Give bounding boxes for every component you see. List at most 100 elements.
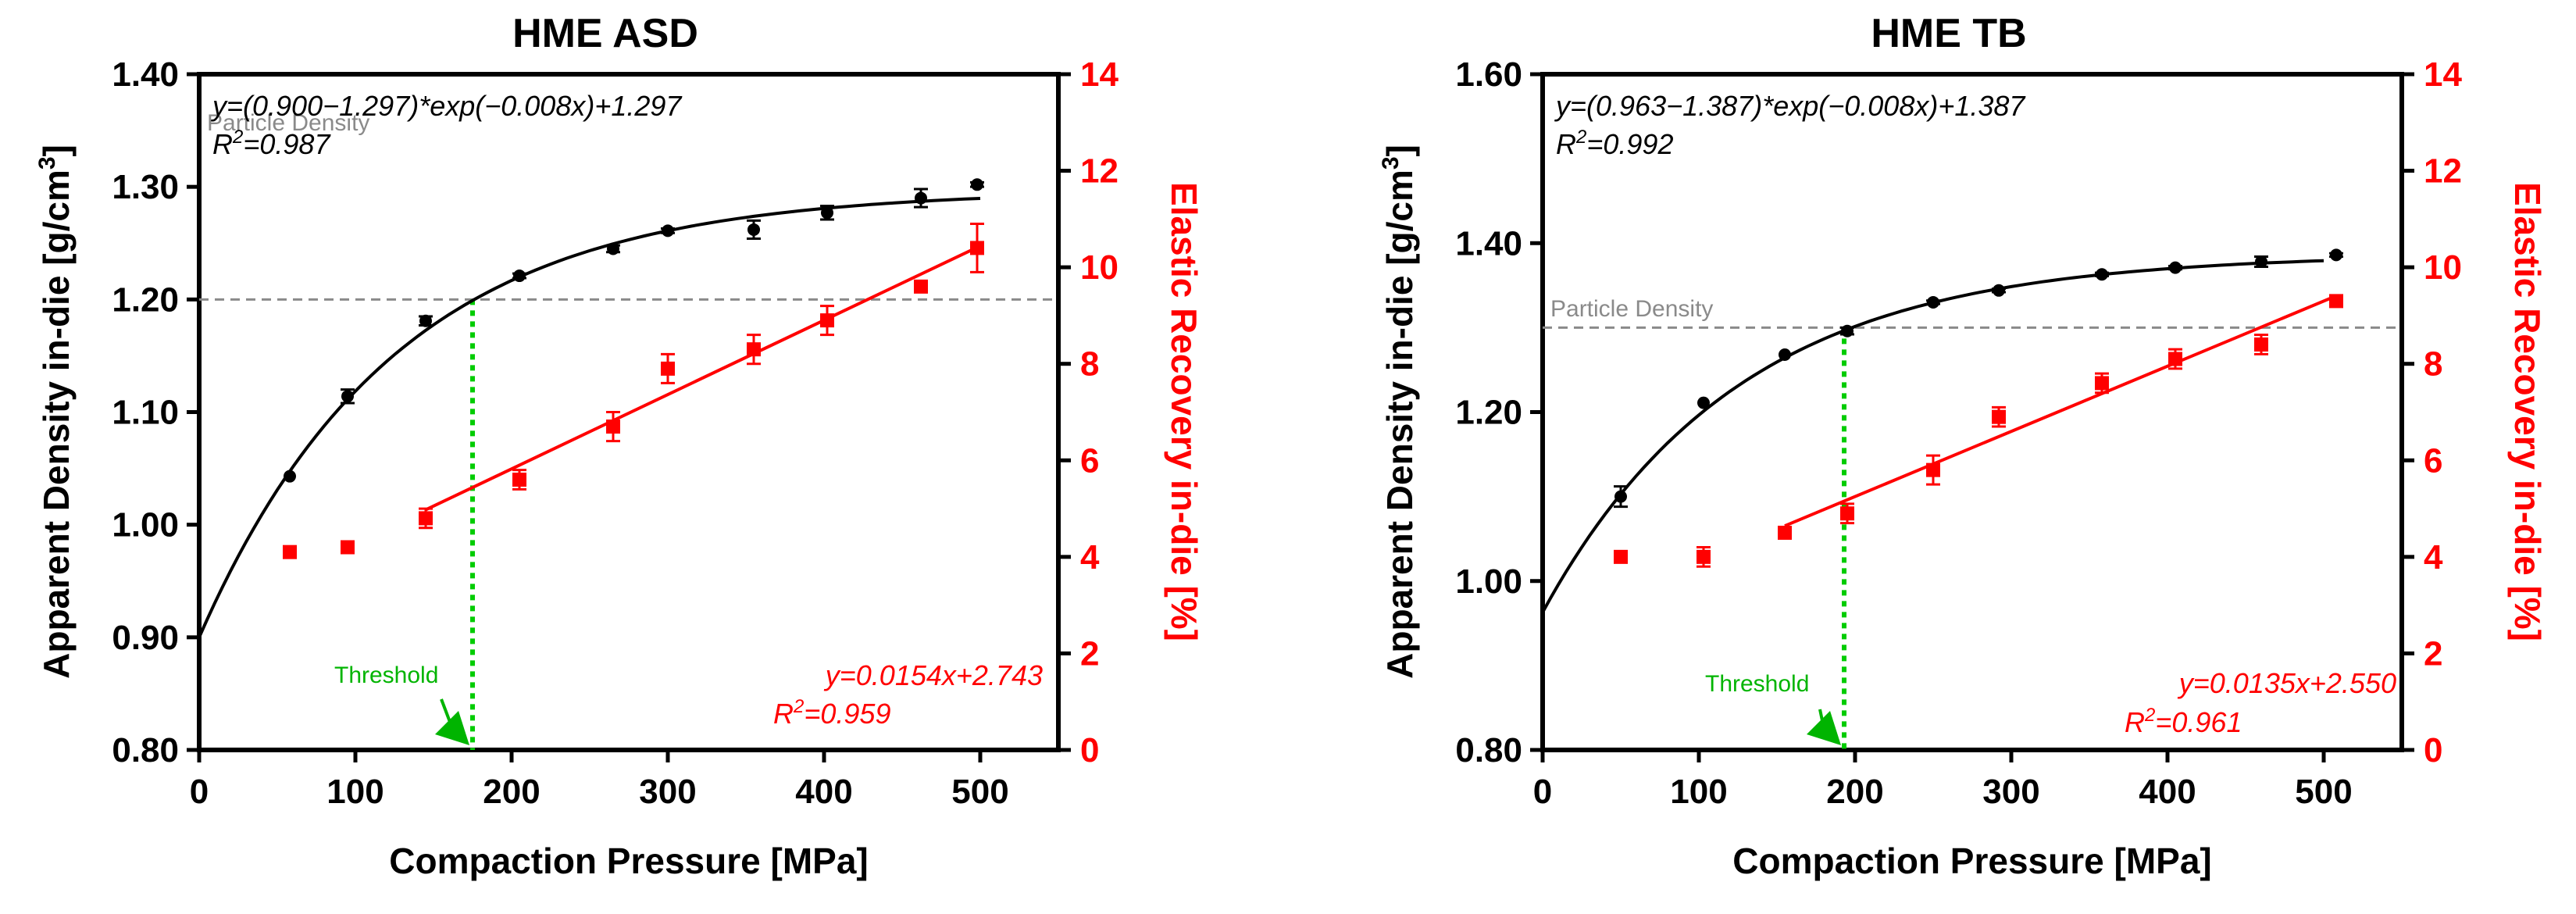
data-layer bbox=[1541, 248, 2343, 613]
x-tick-label: 0 bbox=[1533, 773, 1552, 811]
y-tick-label: 1.20 bbox=[112, 280, 179, 319]
density-fit-equation: y=(0.900−1.297)*exp(−0.008x)+1.297 bbox=[210, 90, 683, 122]
x-tick-label: 200 bbox=[1826, 773, 1883, 811]
y-axis-label-end: ] bbox=[1379, 145, 1420, 156]
recovery-point bbox=[820, 313, 834, 328]
x-tick-label: 300 bbox=[639, 773, 696, 811]
chart-title: HME TB bbox=[1871, 11, 2026, 56]
y-tick-label: 1.40 bbox=[112, 55, 179, 94]
threshold-arrow-head bbox=[1807, 711, 1841, 745]
recovery-r2-value: =0.959 bbox=[804, 698, 890, 730]
y-tick-label: 1.30 bbox=[112, 168, 179, 206]
x-tick-label: 500 bbox=[2295, 773, 2352, 811]
density-point bbox=[1841, 324, 1854, 337]
recovery-point bbox=[341, 540, 355, 555]
recovery-point bbox=[283, 544, 297, 559]
x-tick-label: 100 bbox=[1670, 773, 1727, 811]
y-axis-ticks: 0.80 0.90 1.00 1.10 1.20 1.30 1.40 bbox=[112, 55, 199, 769]
recovery-point bbox=[2095, 376, 2109, 391]
plot-frame bbox=[1540, 72, 2404, 752]
reference-layer: Particle Density Threshold bbox=[199, 110, 1058, 750]
y-tick-label: 1.60 bbox=[1455, 55, 1522, 94]
recovery-point bbox=[661, 361, 675, 376]
recovery-r2-sup: 2 bbox=[793, 696, 804, 717]
y-tick-label: 0.80 bbox=[1455, 731, 1522, 769]
density-r2-value: =0.987 bbox=[243, 128, 331, 160]
y2-axis-label: Elastic Recovery in-die [%] bbox=[2507, 182, 2548, 641]
recovery-r2-symbol: R bbox=[773, 698, 794, 730]
recovery-fit-line bbox=[1784, 294, 2337, 528]
threshold-arrow-head bbox=[435, 711, 469, 745]
y-axis-label-sup: 3 bbox=[34, 156, 60, 170]
recovery-point bbox=[512, 473, 526, 487]
y2-tick-label: 6 bbox=[2424, 441, 2442, 480]
y-axis-label-end: ] bbox=[36, 145, 77, 156]
y2-tick-label: 4 bbox=[1080, 538, 1100, 577]
density-point bbox=[1779, 348, 1791, 361]
density-point bbox=[513, 270, 526, 283]
recovery-r2-symbol: R bbox=[2125, 706, 2145, 738]
x-tick-label: 300 bbox=[1982, 773, 2039, 811]
x-axis-ticks: 0 100 200 300 400 500 bbox=[1533, 750, 2353, 811]
y2-tick-label: 14 bbox=[1080, 55, 1119, 94]
density-point bbox=[915, 191, 927, 205]
recovery-fit-r2: R2=0.959 bbox=[773, 696, 890, 730]
y2-axis-ticks: 0 2 4 6 8 10 12 14 bbox=[2402, 55, 2462, 769]
y2-tick-label: 14 bbox=[2424, 55, 2462, 94]
y2-tick-label: 10 bbox=[2424, 248, 2462, 287]
density-r2-sup: 2 bbox=[1575, 127, 1586, 148]
y-axis-label: Apparent Density in-die [g/cm3] bbox=[1378, 145, 1420, 679]
recovery-point bbox=[606, 420, 620, 434]
recovery-point bbox=[1992, 409, 2006, 424]
recovery-point bbox=[1778, 525, 1792, 540]
recovery-point bbox=[419, 511, 433, 526]
particle-density-label: Particle Density bbox=[207, 110, 369, 136]
y-axis-label-text: Apparent Density in-die [g/cm bbox=[36, 170, 77, 679]
density-fit-r2: R2=0.992 bbox=[1556, 127, 1673, 160]
density-point bbox=[419, 314, 432, 327]
y2-tick-label: 10 bbox=[1080, 248, 1119, 287]
y2-tick-label: 4 bbox=[2424, 538, 2443, 577]
recovery-r2-value: =0.961 bbox=[2155, 706, 2242, 738]
reference-layer: Particle Density Threshold bbox=[1543, 296, 2402, 750]
y-tick-label: 0.90 bbox=[112, 619, 179, 657]
density-point bbox=[1614, 490, 1627, 503]
density-point bbox=[2096, 268, 2108, 281]
y-axis-label-text: Apparent Density in-die [g/cm bbox=[1379, 170, 1420, 679]
recovery-point bbox=[747, 342, 761, 357]
x-axis-label: Compaction Pressure [MPa] bbox=[1732, 841, 2211, 881]
y2-tick-label: 12 bbox=[2424, 152, 2462, 191]
density-point bbox=[2255, 255, 2267, 269]
density-point bbox=[1927, 295, 1939, 309]
particle-density-label: Particle Density bbox=[1550, 296, 1713, 322]
y-tick-label: 1.10 bbox=[112, 394, 179, 432]
y2-tick-label: 8 bbox=[2424, 345, 2442, 384]
recovery-point bbox=[970, 241, 984, 255]
y-tick-label: 1.20 bbox=[1455, 394, 1522, 432]
density-fit-curve bbox=[198, 197, 981, 638]
y-tick-label: 0.80 bbox=[112, 731, 179, 769]
chart-title: HME ASD bbox=[512, 11, 698, 56]
density-point bbox=[971, 178, 983, 191]
x-tick-label: 100 bbox=[326, 773, 384, 811]
recovery-fit-r2: R2=0.961 bbox=[2125, 705, 2242, 738]
y-tick-label: 1.00 bbox=[112, 506, 179, 544]
density-point bbox=[821, 206, 833, 220]
density-point bbox=[2169, 261, 2182, 274]
y2-axis-label: Elastic Recovery in-die [%] bbox=[1164, 182, 1204, 641]
y2-tick-label: 6 bbox=[1080, 441, 1099, 480]
density-point bbox=[2330, 248, 2342, 262]
density-point bbox=[607, 242, 619, 255]
y-tick-label: 1.00 bbox=[1455, 562, 1522, 601]
y-axis-ticks: 0.80 1.00 1.20 1.40 1.60 bbox=[1455, 55, 1543, 769]
recovery-fit-equation: y=0.0135x+2.550 bbox=[2177, 667, 2396, 699]
x-tick-label: 400 bbox=[795, 773, 852, 811]
x-tick-label: 400 bbox=[2139, 773, 2196, 811]
x-tick-label: 200 bbox=[483, 773, 540, 811]
density-r2-symbol: R bbox=[1556, 128, 1576, 160]
recovery-fit-line bbox=[425, 245, 978, 512]
threshold-label: Threshold bbox=[334, 662, 438, 688]
density-fit-equation: y=(0.963−1.387)*exp(−0.008x)+1.387 bbox=[1554, 90, 2026, 122]
